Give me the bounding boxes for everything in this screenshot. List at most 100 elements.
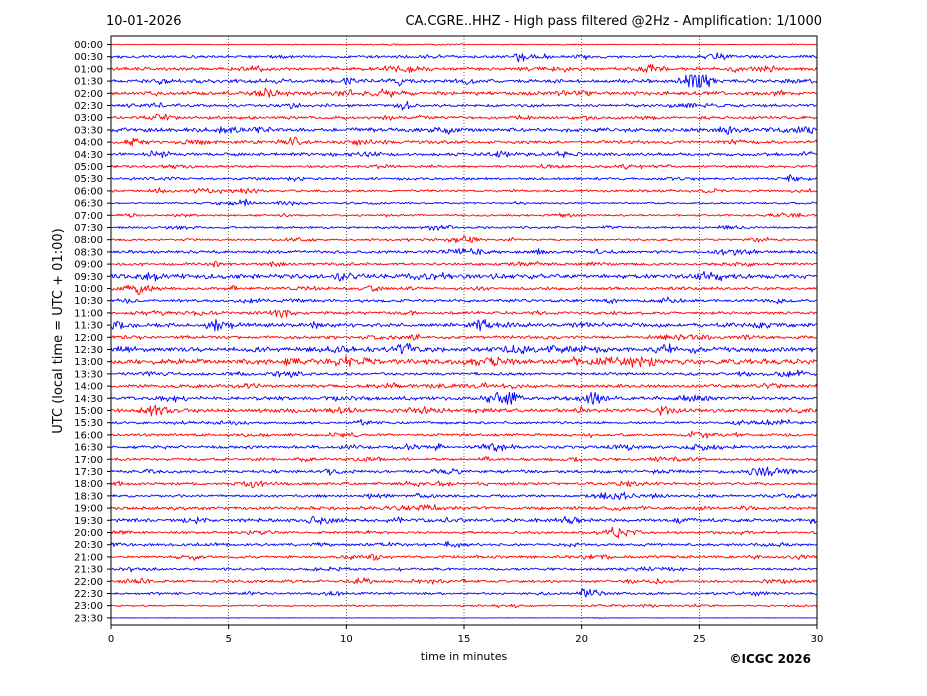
x-axis-ticks: 0 5 10 15 20 25 30 bbox=[108, 625, 824, 645]
x-axis-label: time in minutes bbox=[421, 650, 508, 663]
y-tick-label: 03:30 bbox=[74, 125, 103, 136]
y-tick-label: 08:00 bbox=[74, 235, 103, 246]
y-tick-label: 06:30 bbox=[74, 199, 103, 210]
y-tick-label: 19:30 bbox=[74, 516, 103, 527]
x-tick-label: 25 bbox=[693, 634, 706, 645]
trace-row-0800 bbox=[110, 235, 818, 244]
y-tick-label: 07:00 bbox=[74, 211, 103, 222]
y-tick-label: 00:00 bbox=[74, 40, 103, 51]
trace-row-2300 bbox=[110, 603, 818, 609]
trace-row-2230 bbox=[110, 587, 818, 598]
trace-row-1600 bbox=[110, 430, 818, 439]
trace-row-1530 bbox=[110, 418, 818, 426]
y-tick-label: 13:00 bbox=[74, 357, 103, 368]
date-label: 10-01-2026 bbox=[106, 14, 182, 29]
trace-row-1230 bbox=[110, 343, 818, 355]
trace-row-2000 bbox=[110, 526, 818, 539]
y-tick-label: 04:30 bbox=[74, 150, 103, 161]
y-tick-label: 23:00 bbox=[74, 601, 103, 612]
x-tick-label: 30 bbox=[811, 634, 824, 645]
y-tick-label: 20:30 bbox=[74, 540, 103, 551]
trace-row-2030 bbox=[110, 540, 818, 548]
trace-row-0400 bbox=[110, 136, 818, 147]
y-tick-label: 04:00 bbox=[74, 138, 103, 149]
trace-row-0130 bbox=[110, 74, 818, 88]
trace-row-1330 bbox=[110, 369, 818, 378]
trace-row-0700 bbox=[110, 212, 818, 218]
trace-row-0200 bbox=[110, 87, 818, 98]
trace-row-1000 bbox=[110, 284, 818, 295]
trace-row-1130 bbox=[110, 318, 818, 332]
trace-row-1400 bbox=[110, 381, 818, 390]
trace-row-1300 bbox=[110, 355, 818, 368]
trace-row-0600 bbox=[110, 187, 818, 195]
trace-row-0230 bbox=[110, 100, 818, 111]
y-tick-label: 02:00 bbox=[74, 89, 103, 100]
trace-row-1930 bbox=[110, 515, 818, 525]
y-tick-label: 02:30 bbox=[74, 101, 103, 112]
y-tick-label: 07:30 bbox=[74, 223, 103, 234]
x-tick-label: 10 bbox=[340, 634, 353, 645]
trace-row-0830 bbox=[110, 247, 818, 256]
y-tick-label: 17:00 bbox=[74, 455, 103, 466]
trace-row-0630 bbox=[110, 198, 818, 207]
y-tick-label: 18:00 bbox=[74, 479, 103, 490]
trace-row-0500 bbox=[110, 163, 818, 170]
y-tick-label: 12:30 bbox=[74, 345, 103, 356]
y-tick-label: 09:30 bbox=[74, 272, 103, 283]
trace-row-1030 bbox=[110, 296, 818, 305]
trace-row-1430 bbox=[110, 391, 818, 405]
y-tick-label: 01:00 bbox=[74, 64, 103, 75]
y-tick-label: 13:30 bbox=[74, 369, 103, 380]
trace-row-1900 bbox=[110, 503, 818, 512]
trace-row-0430 bbox=[110, 150, 818, 159]
trace-row-0530 bbox=[110, 174, 818, 183]
trace-row-2100 bbox=[110, 553, 818, 561]
y-tick-label: 03:00 bbox=[74, 113, 103, 124]
y-tick-label: 14:00 bbox=[74, 382, 103, 393]
x-tick-label: 15 bbox=[458, 634, 471, 645]
trace-row-0900 bbox=[110, 260, 818, 268]
y-tick-label: 06:00 bbox=[74, 186, 103, 197]
y-axis-label: UTC (local time = UTC + 01:00) bbox=[51, 228, 66, 433]
y-tick-label: 10:30 bbox=[74, 296, 103, 307]
trace-row-0300 bbox=[110, 113, 818, 121]
y-tick-label: 20:00 bbox=[74, 528, 103, 539]
trace-row-1200 bbox=[110, 333, 818, 341]
y-tick-label: 11:30 bbox=[74, 321, 103, 332]
y-tick-label: 11:00 bbox=[74, 308, 103, 319]
y-tick-label: 17:30 bbox=[74, 467, 103, 478]
trace-row-0100 bbox=[110, 64, 818, 74]
plot-frame bbox=[110, 35, 818, 626]
trace-row-0030 bbox=[110, 52, 818, 63]
trace-row-1830 bbox=[110, 491, 818, 501]
x-tick-label: 5 bbox=[225, 634, 231, 645]
y-tick-label: 05:00 bbox=[74, 162, 103, 173]
y-tick-label: 16:30 bbox=[74, 443, 103, 454]
trace-row-0330 bbox=[110, 126, 818, 135]
trace-row-2330 bbox=[110, 617, 818, 619]
trace-row-1700 bbox=[110, 456, 818, 463]
trace-row-0000 bbox=[110, 43, 818, 46]
y-tick-label: 16:00 bbox=[74, 430, 103, 441]
trace-row-2200 bbox=[110, 577, 818, 585]
y-tick-label: 08:30 bbox=[74, 247, 103, 258]
y-tick-label: 21:30 bbox=[74, 565, 103, 576]
x-tick-label: 0 bbox=[108, 634, 114, 645]
y-tick-label: 18:30 bbox=[74, 491, 103, 502]
trace-row-1730 bbox=[110, 466, 818, 477]
trace-row-1630 bbox=[110, 442, 818, 452]
y-tick-label: 22:30 bbox=[74, 589, 103, 600]
trace-row-0730 bbox=[110, 224, 818, 231]
copyright-label: ©ICGC 2026 bbox=[729, 652, 811, 666]
y-tick-label: 19:00 bbox=[74, 504, 103, 515]
y-tick-label: 12:00 bbox=[74, 333, 103, 344]
trace-row-1100 bbox=[110, 309, 818, 319]
y-tick-label: 21:00 bbox=[74, 552, 103, 563]
y-tick-label: 09:00 bbox=[74, 260, 103, 271]
y-tick-label: 05:30 bbox=[74, 174, 103, 185]
trace-row-1500 bbox=[110, 404, 818, 417]
y-tick-label: 15:00 bbox=[74, 406, 103, 417]
y-tick-label: 01:30 bbox=[74, 77, 103, 88]
